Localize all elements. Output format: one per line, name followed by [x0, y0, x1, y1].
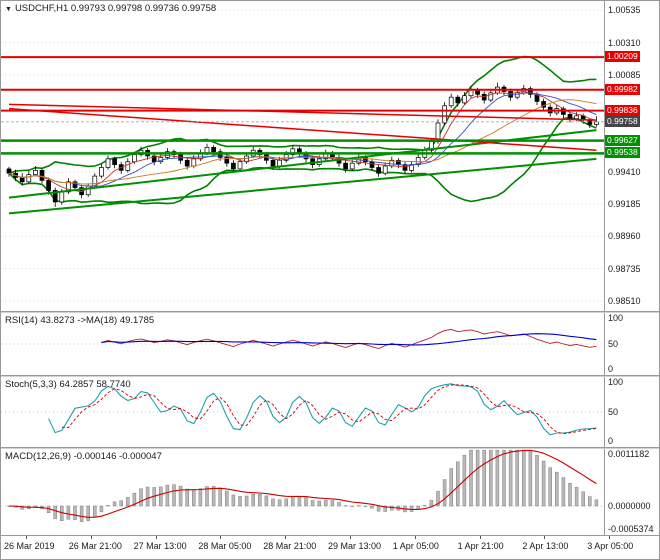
stoch-axis-label: 100: [608, 377, 624, 387]
main-chart-canvas[interactable]: [1, 1, 604, 311]
chart-symbol-header: ▼ USDCHF,H1 0.99793 0.99798 0.99736 0.997…: [5, 3, 216, 14]
time-axis-label: 26 Mar 21:00: [68, 541, 122, 551]
main-price-axis[interactable]: 1.00535 1.00310 1.00085 0.99410 0.99185 0.989…: [604, 1, 659, 311]
chevron-down-icon[interactable]: ▼: [5, 6, 12, 13]
price-level-badge: 0.99538: [605, 147, 640, 159]
macd-panel: 0.0011182 0.0000000 -0.0005374 MACD(12,26,…: [1, 449, 659, 535]
time-axis-tick: [544, 536, 546, 539]
time-axis-label: 29 Mar 13:00: [328, 541, 382, 551]
time-axis-tick: [26, 536, 27, 539]
price-axis-label: 0.99185: [608, 199, 641, 210]
rsi-axis-label: 100: [608, 313, 624, 323]
time-axis-label: 1 Apr 21:00: [457, 541, 504, 551]
macd-chart-canvas[interactable]: [1, 449, 604, 535]
rsi-chart-canvas[interactable]: [1, 313, 604, 375]
time-axis-tick: [155, 536, 157, 539]
price-axis-label: 1.00085: [608, 69, 641, 80]
price-level-badge: 0.99627: [605, 134, 640, 146]
time-axis-label: 3 Apr 05:00: [587, 541, 634, 551]
time-axis[interactable]: 26 Mar 2019 26 Mar 21:00 27 Mar 13:00 28 Ma…: [1, 535, 659, 559]
time-axis-label: 2 Apr 13:00: [522, 541, 569, 551]
price-axis-label: 1.00310: [608, 37, 641, 48]
time-axis-tick: [350, 536, 351, 539]
time-axis-tick: [414, 536, 416, 539]
panel-splitter[interactable]: [1, 375, 659, 377]
time-axis-tick: [479, 536, 481, 539]
price-level-badge: 0.99758: [605, 115, 640, 127]
time-axis-label: 26 Mar 2019: [4, 541, 55, 551]
price-axis-label: 0.98960: [608, 231, 641, 242]
time-axis-tick: [220, 536, 222, 539]
macd-axis-label: 0.0011182: [608, 449, 650, 459]
time-axis-label: 28 Mar 05:00: [198, 541, 252, 551]
main-chart-panel: 1.00535 1.00310 1.00085 0.99410 0.99185 0.989…: [1, 1, 659, 311]
macd-label: MACD(12,26,9) -0.000146 -0.000047: [5, 451, 162, 462]
rsi-panel: 100 50 0 RSI(14) 43.8273 ->MA(18) 49.1785: [1, 313, 659, 375]
price-axis-label: 0.98735: [608, 263, 641, 274]
stochastic-panel: 100 50 0 Stoch(5,3,3) 64.2857 58.7740: [1, 377, 659, 447]
price-axis-label: 1.00535: [608, 5, 641, 16]
time-axis-label: 27 Mar 13:00: [133, 541, 187, 551]
stochastic-chart-canvas[interactable]: [1, 377, 604, 447]
price-axis-label: 0.98510: [608, 295, 641, 306]
time-axis-tick: [609, 536, 611, 539]
stochastic-label: Stoch(5,3,3) 64.2857 58.7740: [5, 379, 131, 390]
stoch-axis-label: 0: [608, 436, 614, 446]
rsi-axis-label: 50: [608, 339, 619, 349]
symbol-ohlc-text: USDCHF,H1 0.99793 0.99798 0.99736 0.9975…: [14, 3, 217, 14]
rsi-label: RSI(14) 43.8273 ->MA(18) 49.1785: [5, 315, 155, 326]
panel-splitter[interactable]: [1, 311, 659, 313]
time-axis-tick: [285, 536, 287, 539]
price-axis-label: 0.99410: [608, 166, 641, 177]
macd-axis[interactable]: 0.0011182 0.0000000 -0.0005374: [604, 449, 659, 535]
time-axis-label: 1 Apr 05:00: [392, 541, 439, 551]
rsi-axis-label: 0: [608, 364, 614, 374]
time-axis-tick: [90, 536, 92, 539]
price-level-badge: 0.99836: [605, 104, 640, 116]
panel-splitter[interactable]: [1, 447, 659, 449]
macd-axis-label: -0.0005374: [608, 524, 654, 534]
rsi-axis[interactable]: 100 50 0: [604, 313, 659, 375]
macd-axis-label: 0.0000000: [608, 501, 651, 511]
price-level-badge: 0.99982: [605, 83, 640, 95]
stoch-axis-label: 50: [608, 407, 619, 417]
price-level-badge: 1.00209: [605, 51, 640, 63]
stochastic-axis[interactable]: 100 50 0: [604, 377, 659, 447]
time-axis-label: 28 Mar 21:00: [263, 541, 317, 551]
